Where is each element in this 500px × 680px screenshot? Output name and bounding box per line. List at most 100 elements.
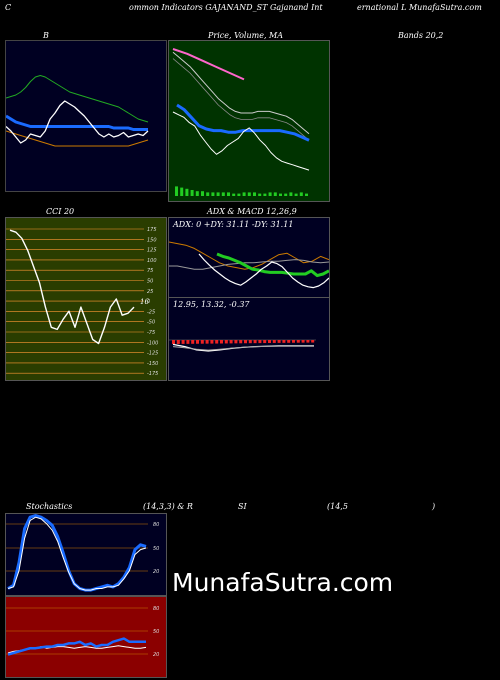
macd-histogram-bar — [253, 340, 257, 344]
macd-histogram-bar — [196, 340, 199, 344]
macd-histogram-bar — [224, 340, 228, 344]
cci-tick-label: 0 — [147, 299, 150, 305]
volume-bar — [216, 192, 220, 196]
adx-chart-panel — [168, 217, 330, 299]
bands-series-0 — [6, 75, 149, 123]
price-chart-panel — [168, 40, 330, 202]
adx-grey — [169, 259, 329, 270]
header-c: C — [5, 3, 12, 12]
adx-green — [216, 252, 329, 278]
price-close-line — [172, 111, 310, 171]
price-chart-svg — [172, 48, 310, 196]
cci-line — [9, 229, 135, 345]
title-si: SI — [238, 502, 247, 511]
macd-histogram-bar — [306, 340, 310, 343]
cci-value-label: 16 — [140, 298, 149, 306]
bands-series-3 — [6, 100, 149, 144]
macd-histogram-bar — [248, 340, 252, 344]
macd-histogram-bar — [282, 340, 286, 343]
volume-bar — [232, 193, 236, 196]
bands-chart-panel — [5, 40, 167, 192]
rsi-tick-label: 20 — [153, 652, 159, 658]
macd-histogram-bar — [220, 340, 223, 344]
title-stoch: Stochastics — [26, 502, 73, 511]
macd-histogram-bar — [263, 340, 267, 344]
header-title-2: ernational L MunafaSutra.com — [357, 3, 482, 12]
volume-bar — [180, 187, 184, 196]
rsi-chart-panel: 80 50 20 — [5, 596, 167, 678]
macd-histogram-bar — [268, 340, 271, 343]
title-price: Price, Volume, MA — [208, 31, 284, 40]
title-bands: Bands 20,2 — [398, 31, 444, 40]
title-paren: ) — [432, 502, 436, 511]
macd-histogram-bar — [229, 340, 233, 344]
stoch-tick-label: 50 — [153, 546, 159, 552]
volume-bar — [253, 192, 256, 196]
volume-bar — [227, 192, 230, 196]
macd-histogram-bar — [258, 340, 262, 344]
cci-tick-label: -100 — [147, 340, 158, 346]
macd-histogram-bar — [176, 340, 180, 344]
volume-bar — [175, 186, 178, 196]
macd-signal — [172, 345, 314, 351]
title-stoch-params: (14,3,3) & R — [143, 502, 193, 511]
macd-histogram-bar — [234, 340, 238, 344]
adx-white — [198, 253, 329, 289]
rsi-blue-line — [7, 637, 146, 656]
macd-histogram-bar — [296, 340, 300, 343]
volume-bar — [284, 193, 288, 196]
cci-tick-label: -125 — [147, 351, 158, 357]
adx-info: ADX: 0 +DY: 31.11 -DY: 31.11 — [173, 220, 294, 229]
title-rsi-params: (14,5 — [327, 502, 348, 511]
macd-chart-svg — [169, 339, 316, 352]
macd-histogram-bar — [311, 340, 315, 343]
macd-histogram-bar — [287, 340, 291, 343]
macd-histogram-bar — [301, 340, 305, 343]
macd-histogram-bar — [277, 340, 281, 343]
stoch-k-line — [7, 514, 147, 592]
rsi-tick-label: 80 — [153, 606, 159, 612]
volume-bar — [263, 193, 267, 196]
volume-bar — [247, 192, 251, 196]
cci-tick-label: -50 — [147, 320, 155, 326]
macd-histogram-bar — [215, 340, 219, 344]
volume-bar — [305, 193, 308, 196]
macd-histogram-bar — [191, 340, 195, 344]
header-title-1: ommon Indicators GAJANAND_ST Gajanand In… — [129, 3, 323, 12]
cci-tick-label: -150 — [147, 361, 158, 367]
cci-tick-label: 50 — [147, 279, 153, 285]
price-ma-grey2 — [172, 58, 310, 141]
cci-tick-label: -25 — [147, 309, 155, 315]
volume-bar — [190, 190, 194, 196]
volume-bar — [279, 193, 282, 196]
cci-chart-panel: 175 150 125 100 75 50 25 0 -25 -50 -75 -100 -125 -150… — [5, 217, 167, 381]
volume-bar — [195, 191, 199, 196]
stoch-tick-label: 20 — [153, 569, 159, 575]
volume-bar — [268, 192, 272, 196]
bands-series-2 — [6, 114, 148, 131]
macd-histogram-bar — [210, 340, 214, 344]
cci-tick-label: 75 — [147, 268, 153, 274]
volume-bar — [206, 192, 210, 196]
bands-chart-svg — [6, 75, 149, 147]
title-adx: ADX & MACD 12,26,9 — [207, 207, 297, 216]
cci-tick-label: 125 — [147, 248, 157, 254]
cci-tick-label: 25 — [147, 289, 153, 295]
title-cci: CCI 20 — [46, 207, 75, 216]
macd-histogram-bar — [239, 340, 243, 344]
watermark-text: MunafaSutra.com — [172, 568, 394, 597]
macd-histogram-bar — [244, 340, 247, 344]
macd-histogram-bar — [292, 340, 295, 343]
cci-tick-label: -175 — [147, 371, 158, 377]
rsi-chart-svg: 80 50 20 — [6, 606, 159, 658]
stoch-chart-panel: 80 50 20 — [5, 513, 167, 596]
cci-tick-label: -75 — [147, 330, 155, 336]
macd-histogram-bar — [205, 340, 209, 344]
adx-di-orange — [169, 241, 329, 270]
macd-chart-panel — [168, 297, 330, 381]
bands-series-1 — [6, 130, 149, 147]
volume-bar — [185, 188, 189, 196]
price-ma-pink — [172, 48, 245, 81]
volume-bar — [242, 192, 246, 196]
macd-histogram-bar — [200, 340, 204, 344]
